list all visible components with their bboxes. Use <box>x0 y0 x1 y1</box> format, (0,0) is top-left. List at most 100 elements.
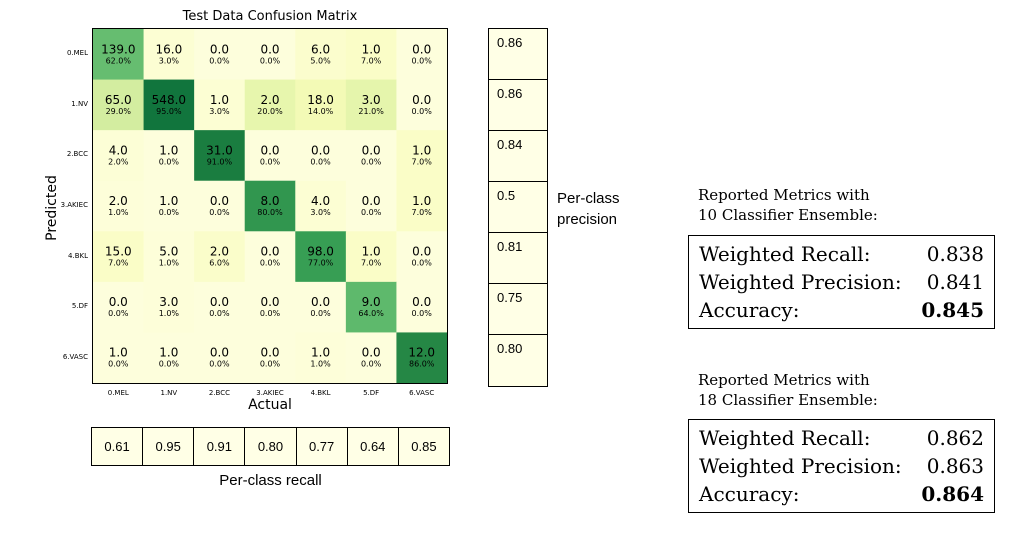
precision-label-line: precision <box>557 211 618 228</box>
cell-percent-label: 91.0% <box>207 157 233 166</box>
cell-count-label: 65.0 <box>105 93 132 107</box>
metric-label: Weighted Precision: <box>699 454 902 478</box>
matrix-cell <box>143 29 195 81</box>
matrix-cell <box>295 281 347 333</box>
cell-percent-label: 0.0% <box>260 309 281 318</box>
cell-count-label: 0.0 <box>260 42 279 56</box>
recall-cell: 0.61 <box>92 428 144 465</box>
cell-count-label: 2.0 <box>109 194 128 208</box>
recall-cell: 0.64 <box>348 428 399 465</box>
cell-percent-label: 0.0% <box>209 309 230 318</box>
x-tick-label: 0.MEL <box>107 389 129 397</box>
cell-percent-label: 0.0% <box>412 309 433 318</box>
cell-percent-label: 7.0% <box>361 56 382 65</box>
matrix-cell <box>244 281 296 333</box>
metric-value: 0.862 <box>926 426 984 450</box>
matrix-cell <box>93 332 145 383</box>
matrix-cell <box>244 231 296 283</box>
cell-count-label: 3.0 <box>362 93 381 107</box>
cell-percent-label: 0.0% <box>412 56 433 65</box>
metric-row: Weighted Recall: 0.862 <box>699 424 984 452</box>
y-tick-label: 5.DF <box>71 302 88 311</box>
metric-label: Accuracy: <box>699 482 800 506</box>
cell-count-label: 0.0 <box>109 295 128 309</box>
cell-percent-label: 80.0% <box>257 208 283 217</box>
cell-percent-label: 20.0% <box>257 107 283 116</box>
recall-cell: 0.95 <box>143 428 195 465</box>
cell-count-label: 4.0 <box>311 194 330 208</box>
cell-count-label: 0.0 <box>362 346 381 360</box>
metric-label: Accuracy: <box>699 298 800 322</box>
cell-percent-label: 0.0% <box>209 208 230 217</box>
x-tick-label: 2.BCC <box>208 389 230 397</box>
cell-percent-label: 7.0% <box>412 208 433 217</box>
cell-percent-label: 21.0% <box>358 107 384 116</box>
cell-percent-label: 3.0% <box>209 107 230 116</box>
confusion-matrix: 139.0 62.0% 16.0 3.0% 0.0 0.0% 0.0 0.0% 6.0 5.0% 1… <box>92 28 448 384</box>
cell-count-label: 0.0 <box>362 194 381 208</box>
confusion-matrix-svg: 139.062.0%16.03.0%0.00.0%0.00.0%6.05.0%1… <box>93 29 447 383</box>
matrix-cell <box>93 130 145 182</box>
cell-count-label: 0.0 <box>412 93 431 107</box>
matrix-cell <box>295 231 347 283</box>
cell-count-label: 98.0 <box>307 245 334 259</box>
matrix-cell <box>194 79 246 131</box>
matrix-cell <box>396 130 447 182</box>
cell-count-label: 1.0 <box>362 245 381 259</box>
matrix-cell <box>396 79 447 131</box>
cell-count-label: 18.0 <box>307 93 334 107</box>
cell-count-label: 6.0 <box>311 42 330 56</box>
matrix-cell <box>295 332 347 383</box>
cell-count-label: 0.0 <box>210 42 229 56</box>
y-tick-label: 4.BKL <box>68 251 88 260</box>
cell-count-label: 0.0 <box>210 346 229 360</box>
precision-cell: 0.75 <box>489 284 547 335</box>
cell-percent-label: 1.0% <box>159 259 180 268</box>
cell-percent-label: 7.0% <box>108 259 129 268</box>
matrix-cell <box>396 281 447 333</box>
cell-percent-label: 0.0% <box>260 360 281 369</box>
cell-percent-label: 3.0% <box>310 208 331 217</box>
metrics-heading-line: Reported Metrics with <box>698 186 870 204</box>
x-tick-label: 6.VASC <box>409 389 435 397</box>
x-tick-label: 3.AKIEC <box>256 389 284 397</box>
cell-percent-label: 0.0% <box>108 360 129 369</box>
metric-label: Weighted Recall: <box>699 426 871 450</box>
recall-row: 0.61 0.95 0.91 0.80 0.77 0.64 0.85 <box>91 427 450 466</box>
x-tick-label: 5.DF <box>363 389 380 397</box>
matrix-cell <box>143 231 195 283</box>
cell-percent-label: 0.0% <box>361 360 382 369</box>
cell-percent-label: 7.0% <box>412 157 433 166</box>
cell-percent-label: 1.0% <box>159 309 180 318</box>
cell-count-label: 1.0 <box>109 346 128 360</box>
matrix-cell <box>396 180 447 232</box>
cell-count-label: 0.0 <box>362 143 381 157</box>
cell-count-label: 1.0 <box>159 346 178 360</box>
metric-label: Weighted Recall: <box>699 242 871 266</box>
metric-label: Weighted Precision: <box>699 270 902 294</box>
recall-label: Per-class recall <box>219 472 322 489</box>
cell-count-label: 16.0 <box>155 42 182 56</box>
matrix-cell <box>194 180 246 232</box>
metrics-box-18: Weighted Recall: 0.862 Weighted Precisio… <box>688 419 995 513</box>
metric-row: Weighted Recall: 0.838 <box>699 240 984 268</box>
matrix-cell <box>345 130 397 182</box>
matrix-cell <box>194 130 246 182</box>
metrics-heading-10: Reported Metrics with 10 Classifier Ense… <box>698 185 878 225</box>
cell-percent-label: 86.0% <box>409 360 435 369</box>
cell-percent-label: 0.0% <box>310 309 331 318</box>
cell-percent-label: 0.0% <box>260 259 281 268</box>
y-tick-label: 0.MEL <box>66 49 88 58</box>
chart-title: Test Data Confusion Matrix <box>182 9 358 24</box>
cell-percent-label: 0.0% <box>159 157 180 166</box>
recall-cell: 0.80 <box>245 428 297 465</box>
precision-cell: 0.5 <box>489 182 547 233</box>
matrix-cell <box>396 29 447 81</box>
matrix-cell <box>295 130 347 182</box>
matrix-cell <box>194 281 246 333</box>
cell-percent-label: 0.0% <box>108 309 129 318</box>
matrix-cell <box>345 29 397 81</box>
cell-percent-label: 0.0% <box>159 208 180 217</box>
cell-count-label: 15.0 <box>105 245 132 259</box>
cell-percent-label: 0.0% <box>260 157 281 166</box>
